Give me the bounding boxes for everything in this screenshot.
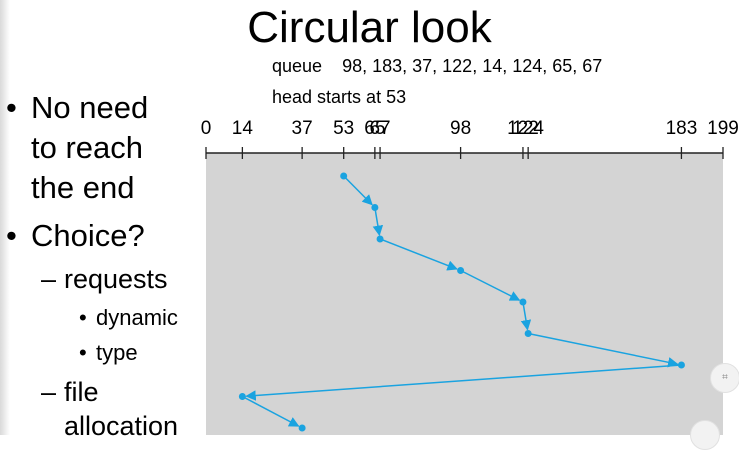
bullet-mark: – [41,264,57,294]
bullet-mark: – [41,377,57,407]
axis-tick-label: 53 [333,118,354,139]
head-move-segment [343,175,373,206]
request-point [340,172,348,180]
head-move-segment [379,238,458,271]
head-move-segment [242,395,300,427]
request-point [519,298,527,306]
expand-icon[interactable]: ⌗ [710,363,739,393]
head-move-segment [245,364,682,401]
slide-left-shadow [0,0,10,435]
bullet-mark: • [79,340,87,365]
axis-tick-label: 98 [450,118,471,139]
request-point [376,235,384,243]
request-point [524,330,532,337]
axis-tick-label: 122 [507,118,539,139]
bullet-text: No need [31,90,149,125]
axis-tick-label: 183 [666,118,698,139]
head-move-segment [372,207,384,237]
head-move-segment [527,332,679,368]
request-point [371,204,379,211]
queue-values: 98, 183, 37, 122, 14, 124, 65, 67 [342,56,603,76]
request-point [298,424,306,432]
bullet-mark: • [79,305,87,330]
request-point [677,361,685,369]
bullet-text: requests [64,264,168,294]
bullet-text: to reach [31,130,144,165]
request-point [238,393,246,400]
head-start-text: head starts at 53 [272,87,407,107]
head-movement-path [238,172,685,432]
bullet-text: file [64,377,99,407]
axis-tick-label: 67 [369,118,390,139]
bullet-text: type [96,340,138,365]
slide-title: Circular look [247,3,492,52]
bullet-text: the end [31,170,135,205]
bullet-text: Choice? [31,218,145,253]
corner-button[interactable] [690,420,720,450]
track-panel [206,153,723,435]
bullet-text: dynamic [96,305,178,330]
head-move-segment [520,301,532,331]
axis-tick-label: 199 [707,118,739,139]
bullet-mark: • [6,90,17,125]
axis-tick-label: 124 [512,118,544,139]
queue-label: queue [272,56,323,76]
axis-tick-label: 14 [232,118,254,139]
bullet-mark: • [6,218,17,253]
axis-tick-label: 65 [364,118,385,139]
request-point [457,267,465,274]
queue-line: queue 98, 183, 37, 122, 14, 124, 65, 67 [272,55,602,77]
axis-tick-label: 0 [201,118,212,139]
head-move-segment [460,269,521,301]
axis-tick-label: 37 [292,118,313,139]
